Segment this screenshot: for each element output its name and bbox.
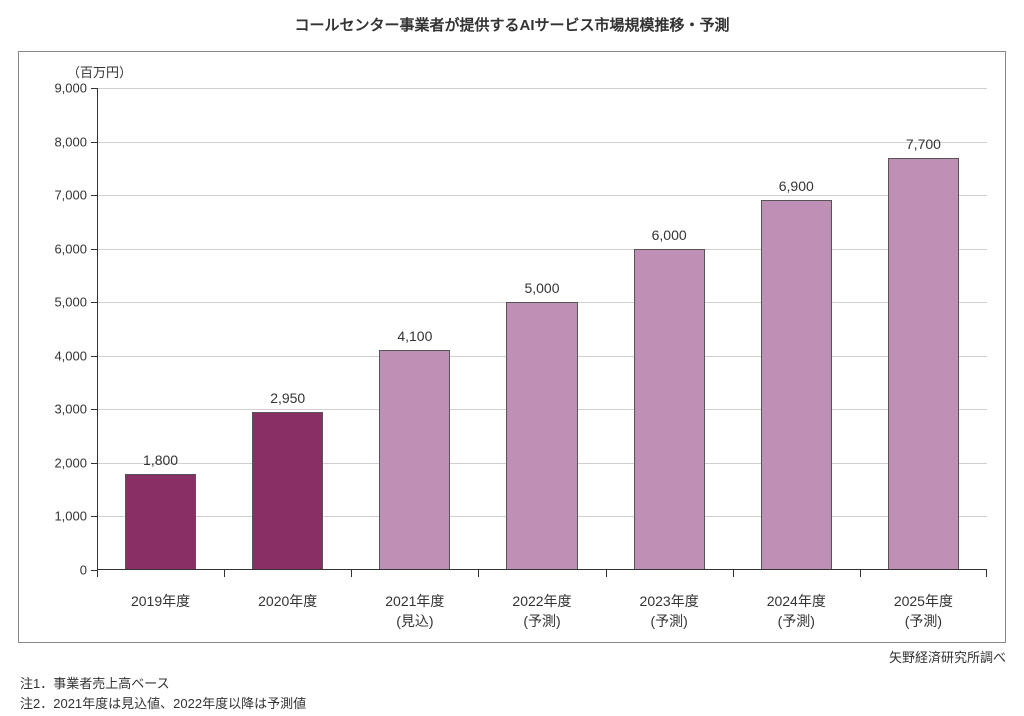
y-tick-label: 7,000	[54, 188, 87, 203]
bar	[252, 412, 323, 570]
chart-notes: 注1．事業者売上高ベース 注2．2021年度は見込値、2022年度以降は予測値	[20, 674, 1024, 714]
bar	[634, 249, 705, 570]
x-tick-label: 2022年度(予測)	[478, 592, 605, 631]
note-2: 注2．2021年度は見込値、2022年度以降は予測値	[20, 694, 1024, 714]
bar	[506, 302, 577, 570]
chart-title: コールセンター事業者が提供するAIサービス市場規模推移・予測	[0, 0, 1024, 45]
y-tick-label: 0	[80, 563, 87, 578]
bar	[379, 350, 450, 570]
bars-container: 1,800 2,950 4,100 5,000 6,000 6,900 7,700	[97, 88, 987, 570]
bar-value-label: 2,950	[224, 390, 351, 406]
bar-value-label: 1,800	[97, 452, 224, 468]
x-tick-label: 2023年度(予測)	[606, 592, 733, 631]
bar-value-label: 7,700	[860, 136, 987, 152]
y-tick-label: 6,000	[54, 241, 87, 256]
y-axis-line	[97, 88, 98, 570]
x-tick-label: 2024年度(予測)	[733, 592, 860, 631]
y-tick-label: 1,000	[54, 509, 87, 524]
y-tick-label: 5,000	[54, 295, 87, 310]
y-tick-label: 2,000	[54, 455, 87, 470]
bar	[125, 474, 196, 570]
bar-value-label: 6,900	[733, 178, 860, 194]
chart-frame: （百万円） 0 1,000 2,000 3,000 4,000 5,000 6,000 7,0…	[18, 51, 1006, 643]
bar	[761, 200, 832, 570]
bar	[888, 158, 959, 570]
bar-value-label: 6,000	[606, 227, 733, 243]
bar-value-label: 5,000	[478, 280, 605, 296]
note-1: 注1．事業者売上高ベース	[20, 674, 1024, 694]
source-credit: 矢野経済研究所調べ	[0, 647, 1006, 666]
y-tick-label: 4,000	[54, 348, 87, 363]
y-axis: 01,0002,0003,0004,0005,0006,0007,0008,00…	[19, 88, 97, 570]
unit-label: （百万円）	[67, 62, 132, 81]
x-tick-label: 2025年度(予測)	[860, 592, 987, 631]
x-axis-line	[97, 569, 987, 570]
x-tick-label: 2020年度	[224, 592, 351, 612]
x-axis-labels: 2019年度2020年度2021年度(見込)2022年度(予測)2023年度(予…	[97, 578, 987, 642]
x-tick-label: 2019年度	[97, 592, 224, 612]
y-tick-label: 3,000	[54, 402, 87, 417]
x-tick-label: 2021年度(見込)	[351, 592, 478, 631]
y-tick-label: 9,000	[54, 81, 87, 96]
bar-value-label: 4,100	[351, 328, 478, 344]
y-tick-label: 8,000	[54, 134, 87, 149]
plot-area: 1,800 2,950 4,100 5,000 6,000 6,900 7,700	[97, 88, 987, 570]
